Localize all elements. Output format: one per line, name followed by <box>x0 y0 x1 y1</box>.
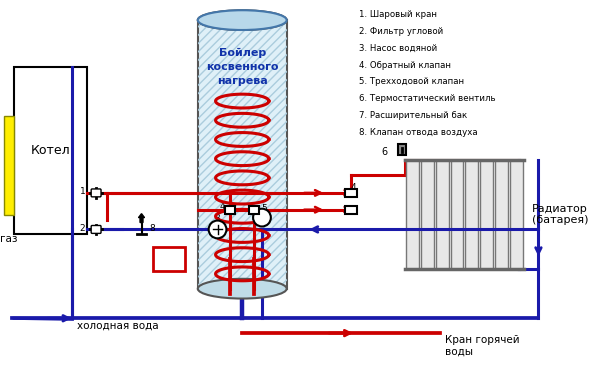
Text: 2: 2 <box>80 224 85 233</box>
Bar <box>249 206 259 214</box>
Text: 3: 3 <box>215 214 220 223</box>
Bar <box>345 189 357 197</box>
Text: 7. Расширительный бак: 7. Расширительный бак <box>359 111 467 120</box>
Text: 1. Шаровый кран: 1. Шаровый кран <box>359 10 437 19</box>
Text: 7: 7 <box>166 254 172 264</box>
Text: Котел: Котел <box>31 144 70 157</box>
Bar <box>198 20 287 289</box>
Bar <box>436 160 449 269</box>
Text: 5. Трехходовой клапан: 5. Трехходовой клапан <box>359 78 464 86</box>
Text: 5: 5 <box>261 204 267 213</box>
Text: Бойлер
косвенного
нагрева: Бойлер косвенного нагрева <box>206 48 278 86</box>
FancyBboxPatch shape <box>91 189 101 197</box>
Bar <box>14 66 87 234</box>
Bar <box>4 116 14 215</box>
Ellipse shape <box>198 10 287 30</box>
Bar <box>421 160 434 269</box>
Text: 4. Обратный клапан: 4. Обратный клапан <box>359 60 451 70</box>
Ellipse shape <box>198 10 287 30</box>
Bar <box>466 160 478 269</box>
Bar <box>406 160 419 269</box>
FancyArrow shape <box>139 214 145 223</box>
Text: 2. Фильтр угловой: 2. Фильтр угловой <box>359 27 443 36</box>
Bar <box>510 160 523 269</box>
Text: Кран горячей
воды: Кран горячей воды <box>445 335 519 357</box>
Text: 6: 6 <box>381 147 388 157</box>
Bar <box>198 20 287 289</box>
Circle shape <box>253 209 271 226</box>
Text: 8: 8 <box>149 224 155 233</box>
Text: Радиатор
(батарея): Радиатор (батарея) <box>532 204 588 226</box>
FancyBboxPatch shape <box>91 226 101 233</box>
Bar <box>480 160 493 269</box>
Bar <box>398 144 406 155</box>
Bar <box>154 247 185 271</box>
Text: холодная вода: холодная вода <box>77 320 159 330</box>
Text: 4: 4 <box>220 202 226 211</box>
Bar <box>226 206 235 214</box>
Bar <box>345 206 357 214</box>
Text: газ: газ <box>1 234 18 244</box>
Text: 3. Насос водяной: 3. Насос водяной <box>359 44 437 53</box>
Text: 4: 4 <box>351 183 356 192</box>
Bar <box>495 160 508 269</box>
Text: 6. Термостатический вентиль: 6. Термостатический вентиль <box>359 94 496 103</box>
Ellipse shape <box>198 279 287 299</box>
Circle shape <box>209 220 226 238</box>
Text: 1: 1 <box>79 187 85 196</box>
Bar <box>451 160 463 269</box>
Text: 8. Клапан отвода воздуха: 8. Клапан отвода воздуха <box>359 128 478 137</box>
